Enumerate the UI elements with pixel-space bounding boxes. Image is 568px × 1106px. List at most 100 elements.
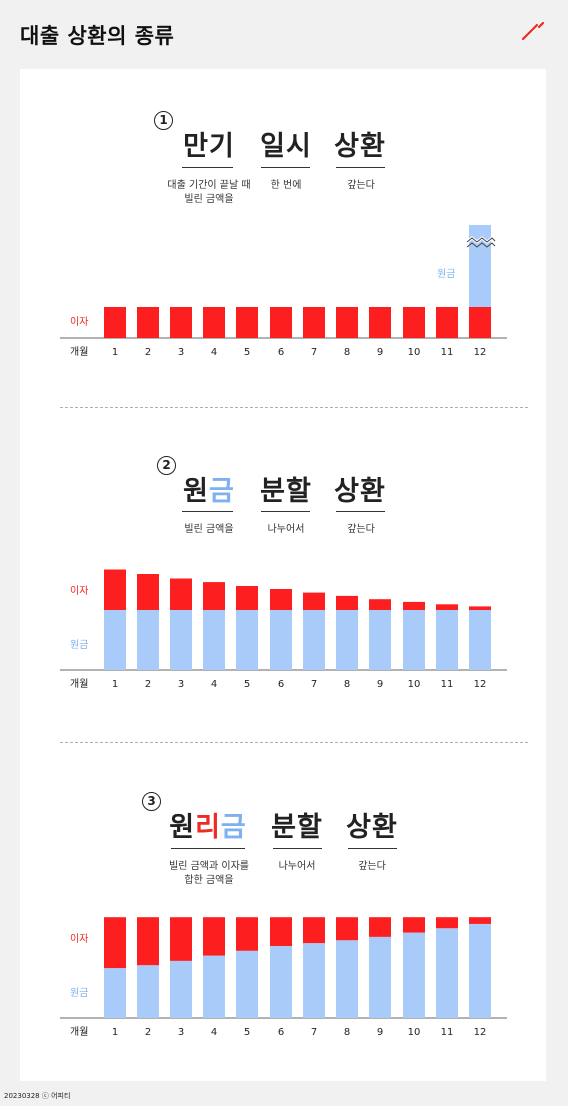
bar-interest-2: [137, 574, 159, 610]
bar-interest-4: [203, 917, 225, 956]
desc-3c: 갚는다: [358, 861, 386, 872]
bar-principal-3: [170, 960, 192, 1018]
bar-principal-11: [436, 928, 458, 1018]
underline-1c: [336, 167, 385, 168]
x-tick-label-5: 5: [244, 679, 250, 690]
x-tick-label-3: 3: [178, 679, 184, 690]
x-axis-label: 개월: [70, 678, 88, 690]
word-installment-3: 분할: [271, 812, 323, 843]
bar-interest-10: [403, 601, 425, 610]
bar-interest-1: [104, 307, 126, 338]
desc-1a: 대출 기간이 끝날 때 빌린 금액을: [167, 180, 251, 205]
x-tick-label-6: 6: [278, 1027, 284, 1038]
x-tick-label-1: 1: [112, 679, 118, 690]
axis-break-line-top: [466, 237, 496, 243]
bar-interest-3: [170, 917, 192, 961]
bar-principal-8: [336, 610, 358, 670]
desc-1b: 한 번에: [270, 180, 302, 191]
word-repayment-2: 상환: [334, 476, 386, 507]
bar-interest-3: [170, 307, 192, 338]
bar-principal-10: [403, 610, 425, 670]
bar-principal-6: [270, 610, 292, 670]
bar-interest-7: [303, 307, 325, 338]
x-tick-label-7: 7: [311, 679, 317, 690]
bar-principal-6: [270, 946, 292, 1018]
underline-2c: [336, 511, 385, 512]
desc-3a: 빌린 금액과 이자를 합한 금액을: [169, 861, 249, 886]
bar-interest-8: [336, 595, 358, 610]
word-principal-highlight: 금: [209, 476, 235, 507]
word-principal: 원금: [182, 469, 236, 508]
word-interest-highlight: 리: [195, 812, 221, 843]
bar-interest-11: [436, 604, 458, 610]
bar-principal-4: [203, 955, 225, 1018]
bar-interest-9: [369, 917, 391, 937]
section-divider-2: [60, 742, 528, 743]
content-card: 1 만기 일시 상환 대출 기간이 끝날 때 빌린 금액을 한 번에 갚는다 1…: [20, 69, 546, 1081]
bar-interest-1: [104, 569, 126, 610]
word-lump-sum: 일시: [260, 131, 312, 162]
bar-interest-5: [236, 917, 258, 951]
x-tick-label-4: 4: [211, 347, 217, 358]
underline-1a: [182, 167, 233, 168]
circled-number-3-icon: 3: [142, 792, 161, 811]
x-tick-label-4: 4: [211, 679, 217, 690]
legend-principal-label: 원금: [437, 268, 455, 280]
footer-credit: 20230328 ⓒ 어피티: [4, 1092, 71, 1100]
bar-interest-6: [270, 589, 292, 610]
legend-interest-label: 이자: [70, 316, 88, 328]
x-tick-label-3: 3: [178, 347, 184, 358]
bar-interest-2: [137, 307, 159, 338]
x-tick-label-11: 11: [441, 679, 454, 690]
bar-principal-11: [436, 610, 458, 670]
bar-principal-4: [203, 610, 225, 670]
brand-logo-icon: [521, 22, 545, 41]
bar-interest-6: [270, 917, 292, 946]
x-tick-label-1: 1: [112, 347, 118, 358]
bar-interest-4: [203, 582, 225, 610]
x-tick-label-3: 3: [178, 1027, 184, 1038]
bar-principal-7: [303, 943, 325, 1018]
x-tick-label-9: 9: [377, 347, 383, 358]
x-tick-label-6: 6: [278, 347, 284, 358]
x-tick-label-12: 12: [474, 679, 487, 690]
x-tick-label-8: 8: [344, 1027, 350, 1038]
bar-interest-12: [469, 606, 491, 610]
x-tick-label-9: 9: [377, 1027, 383, 1038]
word-repayment: 상환: [334, 131, 386, 162]
legend-interest-label-2: 이자: [70, 585, 88, 597]
desc-2b: 나누어서: [267, 524, 305, 535]
bar-interest-11: [436, 307, 458, 338]
x-tick-label-4: 4: [211, 1027, 217, 1038]
underline-1b: [261, 167, 310, 168]
bar-interest-11: [436, 917, 458, 929]
bar-interest-8: [336, 307, 358, 338]
bar-principal-12: [469, 610, 491, 670]
bar-principal-10: [403, 932, 425, 1018]
x-tick-label-9: 9: [377, 679, 383, 690]
desc-2a: 빌린 금액을: [184, 524, 234, 535]
bar-interest-9: [369, 599, 391, 610]
underline-3b: [273, 848, 322, 849]
word-installment: 분할: [260, 476, 312, 507]
word-principal-interest: 원리금: [169, 812, 247, 843]
word-principal-text: 원금: [183, 476, 235, 507]
bar-interest-5: [236, 307, 258, 338]
bar-principal-3: [170, 610, 192, 670]
desc-2c: 갚는다: [347, 524, 375, 535]
bar-principal-9: [369, 610, 391, 670]
bar-principal-7: [303, 610, 325, 670]
bar-interest-1: [104, 917, 126, 969]
x-tick-label-6: 6: [278, 679, 284, 690]
legend-principal-label-3: 원금: [70, 987, 88, 999]
bar-interest-12: [469, 917, 491, 924]
section-divider-1: [60, 407, 528, 408]
x-tick-label-12: 12: [474, 1027, 487, 1038]
x-tick-label-12: 12: [474, 347, 487, 358]
bar-interest-3: [170, 578, 192, 610]
legend-principal-label-2: 원금: [70, 639, 88, 651]
x-tick-label-8: 8: [344, 679, 350, 690]
bar-principal-5: [236, 610, 258, 670]
bar-interest-10: [403, 307, 425, 338]
